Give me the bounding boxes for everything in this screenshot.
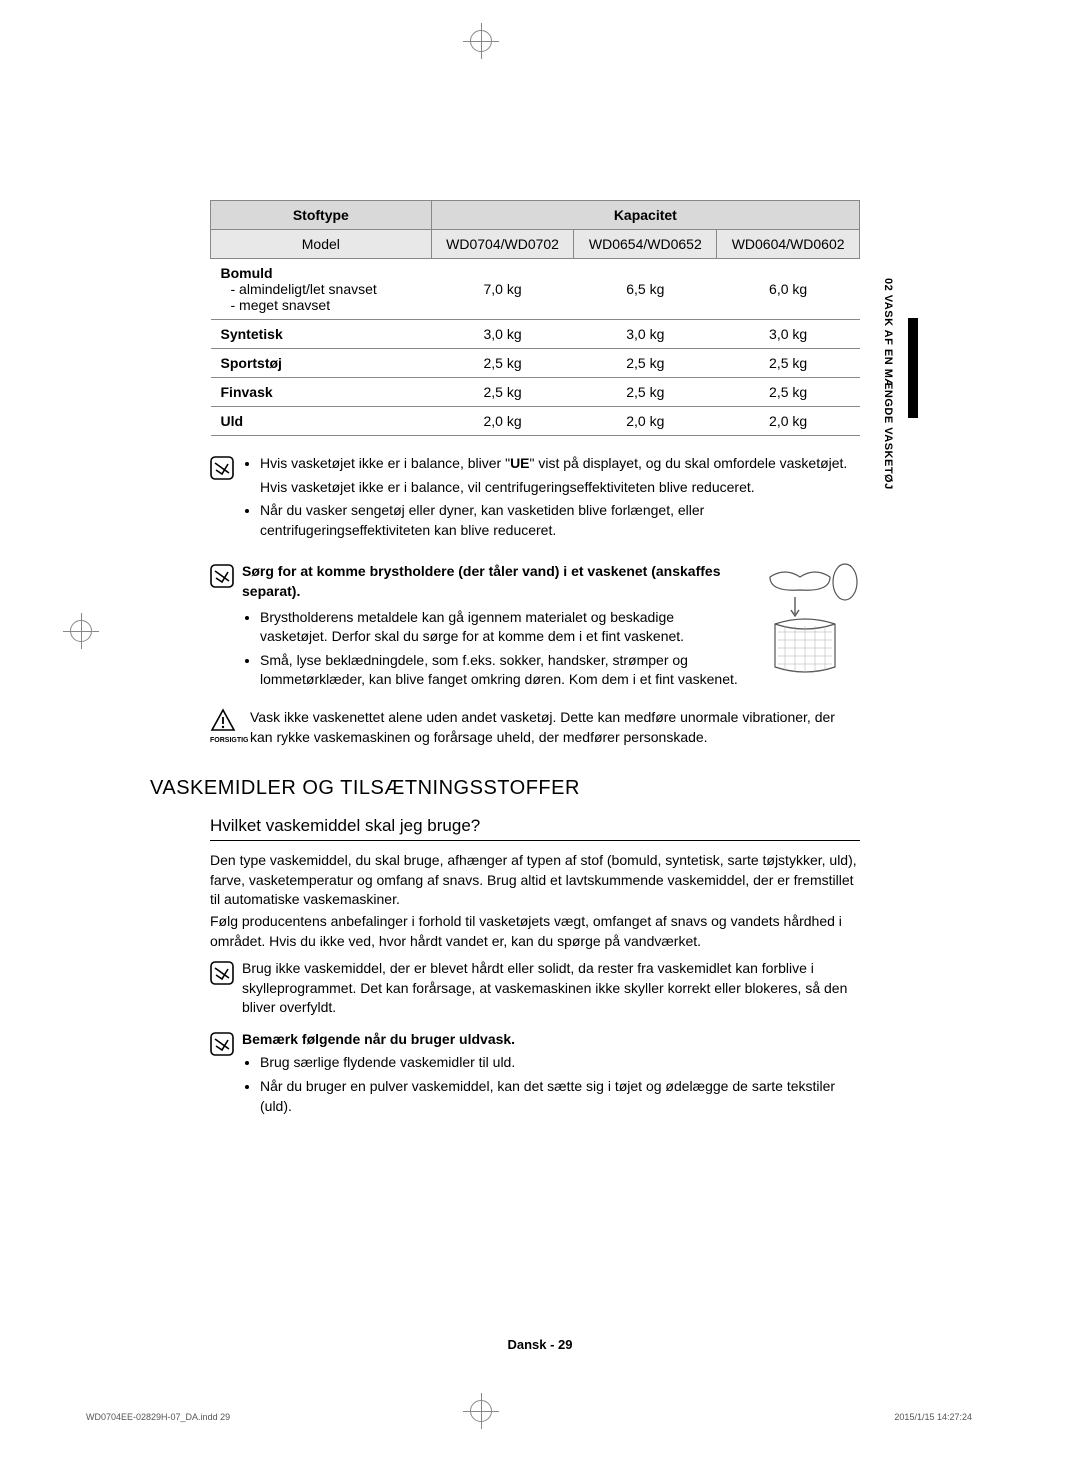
cell-label: Syntetisk xyxy=(211,320,432,349)
table-row: Finvask 2,5 kg 2,5 kg 2,5 kg xyxy=(211,378,860,407)
cell-val: 3,0 kg xyxy=(574,320,717,349)
crop-mark-left xyxy=(70,620,110,650)
body-para-2: Følg producentens anbefalinger i forhold… xyxy=(210,912,860,951)
body-para-1: Den type vaskemiddel, du skal bruge, afh… xyxy=(210,851,860,910)
cell-val: 2,5 kg xyxy=(717,349,860,378)
cell-sub: - meget snavset xyxy=(231,297,331,313)
cell-val: 6,0 kg xyxy=(717,259,860,320)
cell-sub: - almindeligt/let snavset xyxy=(231,281,377,297)
cell-val: 2,5 kg xyxy=(574,378,717,407)
table-row: Syntetisk 3,0 kg 3,0 kg 3,0 kg xyxy=(211,320,860,349)
cell-val: 2,0 kg xyxy=(431,407,574,436)
side-tab-text: 02 VASK AF EN MÆNGDE VASKETØJ xyxy=(882,278,894,490)
note-block-4: Bemærk følgende når du bruger uldvask. B… xyxy=(210,1030,860,1120)
note-icon xyxy=(210,562,242,694)
note-block-1: Hvis vasketøjet ikke er i balance, blive… xyxy=(210,454,860,544)
subsection-title: Hvilket vaskemiddel skal jeg bruge? xyxy=(210,816,860,841)
cell-val: 2,5 kg xyxy=(431,378,574,407)
cell-label: Sportstøj xyxy=(211,349,432,378)
bra-washnet-illustration xyxy=(750,562,860,682)
note4-bullet2: Når du bruger en pulver vaskemiddel, kan… xyxy=(260,1077,860,1116)
note-icon xyxy=(210,454,242,544)
cell-val: 2,0 kg xyxy=(574,407,717,436)
caution-icon: FORSIGTIG xyxy=(210,708,250,747)
cell-label: Uld xyxy=(211,407,432,436)
side-tab: 02 VASK AF EN MÆNGDE VASKETØJ xyxy=(882,278,902,548)
cell-val: 2,5 kg xyxy=(431,349,574,378)
print-meta-right: 2015/1/15 14:27:24 xyxy=(894,1412,972,1422)
note-block-3: Brug ikke vaskemiddel, der er blevet hår… xyxy=(210,959,860,1018)
th-kapacitet: Kapacitet xyxy=(431,201,859,230)
caution-label: FORSIGTIG xyxy=(210,736,250,746)
caution-block: FORSIGTIG Vask ikke vaskenettet alene ud… xyxy=(210,708,860,747)
cell-val: 6,5 kg xyxy=(574,259,717,320)
note-block-2: Sørg for at komme brystholdere (der tåle… xyxy=(210,562,860,694)
note1-sub: Hvis vasketøjet ikke er i balance, vil c… xyxy=(260,478,860,498)
th-model-1: WD0654/WD0652 xyxy=(574,230,717,259)
table-row: Sportstøj 2,5 kg 2,5 kg 2,5 kg xyxy=(211,349,860,378)
cell-label: Finvask xyxy=(211,378,432,407)
section-title: VASKEMIDLER OG TILSÆTNINGSSTOFFER xyxy=(150,777,860,800)
crop-mark-top xyxy=(470,30,500,70)
table-row: Uld 2,0 kg 2,0 kg 2,0 kg xyxy=(211,407,860,436)
note-icon xyxy=(210,959,242,1018)
table-row: Bomuld - almindeligt/let snavset - meget… xyxy=(211,259,860,320)
note1-bullet2: Når du vasker sengetøj eller dyner, kan … xyxy=(260,501,860,540)
cell-val: 2,5 kg xyxy=(574,349,717,378)
capacity-table: Stoftype Kapacitet Model WD0704/WD0702 W… xyxy=(210,200,860,436)
th-stoftype: Stoftype xyxy=(211,201,432,230)
cell-val: 2,0 kg xyxy=(717,407,860,436)
cell-val: 7,0 kg xyxy=(431,259,574,320)
cell-val: 2,5 kg xyxy=(717,378,860,407)
cell-val: 3,0 kg xyxy=(717,320,860,349)
note-icon xyxy=(210,1030,242,1120)
caution-text: Vask ikke vaskenettet alene uden andet v… xyxy=(250,708,860,747)
page-footer: Dansk - 29 xyxy=(507,1337,572,1352)
side-tab-bar xyxy=(908,318,918,418)
cell-val: 3,0 kg xyxy=(431,320,574,349)
note4-bullet1: Brug særlige flydende vaskemidler til ul… xyxy=(260,1053,860,1073)
th-model-2: WD0604/WD0602 xyxy=(717,230,860,259)
print-meta-left: WD0704EE-02829H-07_DA.indd 29 xyxy=(86,1412,230,1422)
th-model-0: WD0704/WD0702 xyxy=(431,230,574,259)
crop-mark-bottom xyxy=(470,1400,500,1440)
note3-text: Brug ikke vaskemiddel, der er blevet hår… xyxy=(242,959,860,1018)
cell-label: Bomuld xyxy=(221,265,273,281)
th-model: Model xyxy=(211,230,432,259)
note1-bullet1: Hvis vasketøjet ikke er i balance, blive… xyxy=(260,454,860,497)
note4-heading: Bemærk følgende når du bruger uldvask. xyxy=(242,1030,860,1050)
